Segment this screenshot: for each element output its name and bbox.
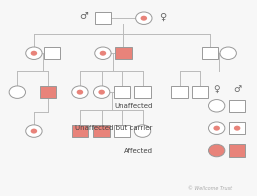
FancyBboxPatch shape: [134, 86, 151, 98]
FancyBboxPatch shape: [202, 47, 218, 59]
FancyBboxPatch shape: [114, 125, 130, 137]
FancyBboxPatch shape: [95, 12, 111, 24]
Text: ♂: ♂: [79, 11, 88, 21]
Circle shape: [220, 47, 236, 59]
FancyBboxPatch shape: [192, 86, 208, 98]
Circle shape: [208, 122, 225, 134]
FancyBboxPatch shape: [44, 47, 60, 59]
FancyBboxPatch shape: [114, 86, 130, 98]
Circle shape: [136, 12, 152, 24]
Circle shape: [208, 100, 225, 112]
FancyBboxPatch shape: [229, 122, 245, 134]
Circle shape: [208, 144, 225, 157]
Text: Affected: Affected: [124, 148, 153, 153]
FancyBboxPatch shape: [171, 86, 188, 98]
Text: ♀: ♀: [159, 11, 167, 21]
FancyBboxPatch shape: [229, 144, 245, 157]
Circle shape: [31, 129, 37, 134]
FancyBboxPatch shape: [229, 100, 245, 112]
Circle shape: [26, 47, 42, 59]
Text: Unaffected but carrier: Unaffected but carrier: [75, 125, 153, 131]
FancyBboxPatch shape: [94, 125, 110, 137]
Circle shape: [98, 90, 105, 95]
Circle shape: [213, 126, 220, 131]
Text: © Wellcome Trust: © Wellcome Trust: [188, 186, 232, 191]
Text: ♂: ♂: [233, 85, 241, 94]
Circle shape: [26, 125, 42, 137]
Circle shape: [31, 51, 37, 56]
Circle shape: [9, 86, 25, 98]
Circle shape: [134, 125, 151, 137]
Circle shape: [94, 86, 110, 98]
Circle shape: [77, 90, 83, 95]
FancyBboxPatch shape: [115, 47, 132, 59]
Circle shape: [100, 51, 106, 56]
FancyBboxPatch shape: [40, 86, 56, 98]
Text: Unaffected: Unaffected: [114, 103, 153, 109]
Circle shape: [95, 47, 111, 59]
Circle shape: [234, 126, 240, 131]
Text: ♀: ♀: [213, 85, 220, 94]
Circle shape: [72, 86, 88, 98]
Circle shape: [141, 16, 147, 21]
FancyBboxPatch shape: [72, 125, 88, 137]
